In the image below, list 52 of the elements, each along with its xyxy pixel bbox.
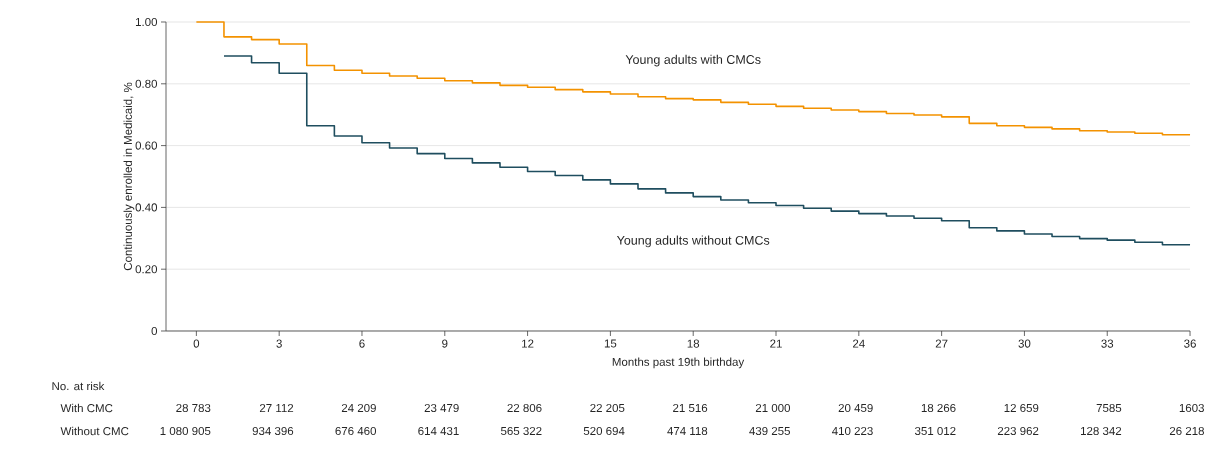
- text: 20 459: [838, 403, 873, 413]
- text: 22 205: [590, 403, 625, 413]
- y-tick-label: 0.40: [135, 203, 158, 212]
- text: 28 783: [176, 403, 211, 413]
- text: 24 209: [341, 403, 376, 413]
- y-axis-title: Continuously enrolled in Medicaid, %: [123, 82, 135, 271]
- text: 614 431: [418, 426, 459, 436]
- y-tick-label: 0.60: [135, 141, 158, 150]
- text: 18 266: [921, 403, 956, 413]
- y-tick-label: 0.80: [135, 79, 158, 88]
- x-tick-label: 12: [522, 339, 534, 348]
- y-tick-label: 1.00: [135, 17, 158, 27]
- text: 27 112: [259, 403, 294, 413]
- text: 21 516: [673, 403, 708, 413]
- x-axis-title: Months past 19th birthday: [612, 357, 745, 369]
- x-tick-label: 6: [359, 339, 365, 348]
- text: 128 342: [1081, 426, 1122, 436]
- x-tick-label: 15: [604, 339, 617, 348]
- text: Without CMC: [60, 426, 129, 436]
- text: 23 479: [424, 403, 459, 413]
- y-tick-label: 0: [151, 326, 158, 336]
- text: With CMC: [60, 403, 113, 413]
- x-tick-label: 30: [1018, 339, 1031, 348]
- x-tick-label: 21: [770, 339, 782, 348]
- text: Young adults without CMCs: [616, 235, 770, 248]
- text: 676 460: [335, 426, 377, 436]
- text: 474 118: [667, 426, 708, 436]
- text: 351 012: [914, 426, 956, 436]
- x-tick-label: 3: [276, 339, 282, 348]
- text: Young adults with CMCs: [625, 54, 761, 67]
- x-tick-label: 24: [853, 339, 865, 348]
- text: 223 962: [997, 426, 1039, 436]
- x-tick-label: 27: [935, 339, 948, 348]
- text: 12 659: [1004, 403, 1039, 413]
- text: 520 694: [583, 426, 625, 436]
- text: 565 322: [500, 426, 542, 436]
- text: 1 080 905: [160, 426, 211, 436]
- text: 1603: [1179, 403, 1204, 413]
- x-tick-label: 33: [1101, 339, 1114, 348]
- x-tick-label: 9: [442, 339, 448, 348]
- text: 439 255: [749, 426, 790, 436]
- text: 934 396: [252, 426, 294, 436]
- y-tick-label: 0.20: [135, 265, 158, 274]
- text: 410 223: [831, 426, 873, 436]
- text: 7585: [1096, 403, 1122, 413]
- x-tick-label: 36: [1184, 339, 1196, 348]
- text: 21 000: [755, 403, 791, 413]
- x-tick-label: 0: [193, 339, 200, 348]
- text: 22 806: [507, 403, 542, 413]
- text: No. at risk: [52, 381, 105, 391]
- text: 26 218: [1169, 426, 1204, 436]
- x-tick-label: 18: [687, 339, 700, 348]
